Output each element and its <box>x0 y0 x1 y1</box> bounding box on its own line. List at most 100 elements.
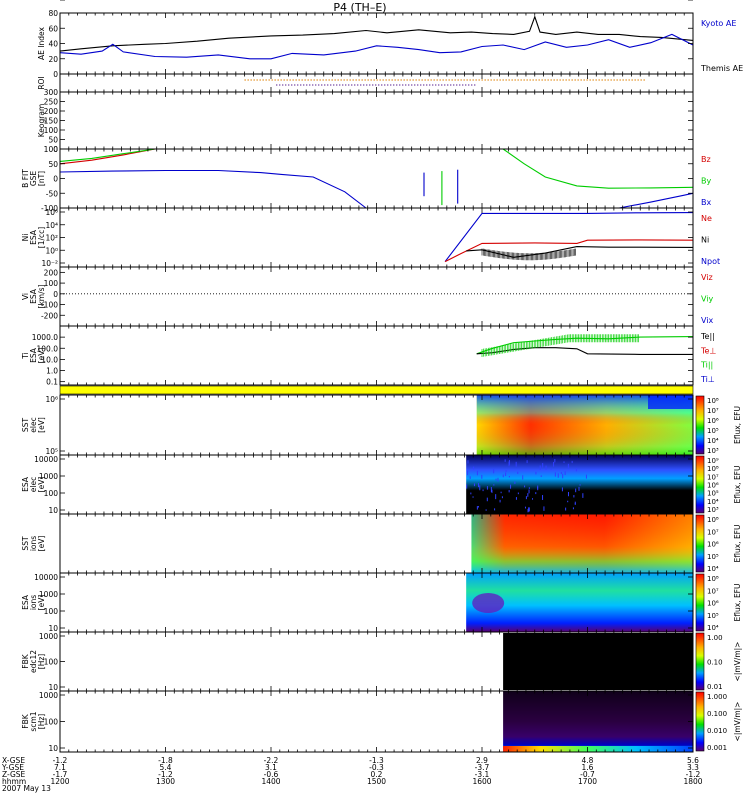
esa-i-colorbar-tick: 10⁷ <box>707 587 719 595</box>
esa-e-speckle <box>473 467 474 470</box>
panel-roi: ROI <box>37 74 693 92</box>
esa-e-speckle <box>514 481 515 483</box>
bfit-ytick-label: 0 <box>53 175 58 184</box>
vi-ytick-label: -100 <box>41 301 58 310</box>
footer-date: 2007 May 13 <box>2 784 51 793</box>
esa-e-speckle <box>470 493 471 495</box>
ae-ytick-label: 60 <box>48 24 58 33</box>
ti-ytick-label: 1000.0 <box>32 333 58 342</box>
sst-i-colorbar-label: Eflux, EFU <box>733 525 742 563</box>
esa-i-colorbar-tick: 10⁶ <box>707 600 719 608</box>
esa-e-speckle <box>494 508 495 510</box>
bfit-series-1 <box>60 149 155 161</box>
esa-e-speckle <box>568 492 569 496</box>
esa-e-colorbar-tick: 10⁶ <box>707 482 719 490</box>
fbk-e-ytick-label: 1000 <box>39 632 58 641</box>
esa-e-speckle <box>542 495 543 500</box>
esa-e-speckle <box>562 487 563 491</box>
vi-frame <box>60 267 693 326</box>
esa-e-speckle <box>575 489 576 493</box>
esa-e-ytick-label: 100 <box>44 489 59 498</box>
esa-e-speckle <box>466 485 467 489</box>
esa-e-speckle <box>496 479 497 481</box>
fbk-e-spectrogram <box>503 633 693 690</box>
panel-keogram: Keogram050100150200250300 <box>37 88 693 154</box>
fbk-b-spectrogram-low <box>503 746 693 752</box>
sst-e-colorbar <box>696 396 704 454</box>
ni-legend-1: Ni <box>701 236 709 245</box>
esa-e-speckle <box>537 487 538 489</box>
ni-series-2 <box>466 247 693 258</box>
esa-i-colorbar-tick: 10⁸ <box>707 575 719 583</box>
esa-e-speckle <box>493 484 494 485</box>
esa-e-speckle <box>565 471 566 475</box>
bfit-ylabel-2: [nT] <box>37 171 46 186</box>
esa-e-speckle <box>518 492 519 494</box>
ni-frame <box>60 208 693 267</box>
sst-e-spectrogram-cap <box>648 395 693 409</box>
bfit-ytick-label: 50 <box>48 160 58 169</box>
fbk-b-spectrogram <box>503 691 693 752</box>
fbk-b-colorbar-tick: 0.010 <box>707 727 727 735</box>
fbk-b-colorbar-tick: 0.100 <box>707 710 727 718</box>
sst-e-ylabel-2: [eV] <box>37 417 46 433</box>
fbk-b-ytick-label: 10 <box>48 744 58 753</box>
keogram-ytick-label: 250 <box>44 98 59 107</box>
esa-e-colorbar-tick: 10⁸ <box>707 465 719 473</box>
esa-e-speckle <box>497 478 498 482</box>
footer-cell: 1700 <box>578 777 597 786</box>
vi-legend-1: Viy <box>701 295 714 304</box>
ni-ytick-label: 10⁶ <box>45 208 58 217</box>
ae-legend-0: Kyoto AE <box>701 19 736 28</box>
esa-e-speckle <box>565 508 566 511</box>
fbk-b-ytick-label: 100 <box>44 718 59 727</box>
plot-title: P4 (TH–E) <box>333 1 386 14</box>
esa-e-colorbar-tick: 10⁴ <box>707 498 719 506</box>
ae-ytick-label: 80 <box>48 9 58 18</box>
bfit-legend-1: By <box>701 177 711 186</box>
bfit-series-3 <box>619 193 693 208</box>
esa-e-speckle <box>561 472 562 474</box>
esa-e-speckle <box>467 460 468 463</box>
esa-e-speckle <box>502 496 503 498</box>
bfit-series-2 <box>60 171 366 209</box>
ae-ytick-label: 0 <box>53 70 58 79</box>
ti-ytick-label: 1.0 <box>46 367 58 376</box>
esa-e-speckle <box>470 476 471 479</box>
esa-e-speckle <box>527 460 528 463</box>
keogram-frame <box>60 92 693 149</box>
panel-fbk-b: 1.0000.1000.0100.001<|mV/m|>FBK scm1 [Hz]1… <box>21 691 742 753</box>
esa-e-speckle <box>575 502 576 505</box>
fbk-b-colorbar <box>696 692 704 751</box>
fbk-b-colorbar-tick: 1.000 <box>707 693 727 701</box>
esa-e-speckle <box>568 464 569 469</box>
esa-e-speckle <box>555 472 556 476</box>
esa-e-speckle <box>586 475 587 479</box>
sst-e-colorbar-tick: 10⁴ <box>707 437 719 445</box>
panel-fbk-e: 1.00 0.10 0.01 <|mV/m|> FBK edc12 [Hz] 10 100 100… <box>21 632 742 692</box>
fbk-e-colorbar <box>696 633 704 690</box>
esa-e-speckle <box>516 497 517 500</box>
bfit-ytick-label: -50 <box>46 189 58 198</box>
fbk-b-ytick-label: 1000 <box>39 691 58 700</box>
esa-e-speckle <box>487 498 488 502</box>
ti-ytick-label: 0.1 <box>46 378 58 387</box>
esa-e-speckle <box>493 469 494 473</box>
esa-e-speckle <box>572 461 573 463</box>
panel-bfit: B FIT GSE [nT]-100-50050100BzByBx <box>21 145 711 213</box>
esa-i-colorbar-tick: 10⁴ <box>707 624 719 632</box>
ni-legend-0: Ne <box>701 214 712 223</box>
panel-ti: Ti ESA [eV]0.11.010.0100.01000.0 Te||Te⊥Ti|… <box>21 326 716 387</box>
esa-e-speckle <box>527 493 528 497</box>
panel-esa-i: 10⁸ 10⁷ 10⁶ 10⁵ 10⁴ Eflux, EFU ESA ions [eV] 10 10… <box>21 573 742 633</box>
esa-e-speckle <box>535 472 536 475</box>
esa-e-colorbar-tick: 10³ <box>707 506 719 514</box>
sst-i-colorbar-tick: 10⁸ <box>707 516 719 524</box>
esa-e-speckle <box>509 476 510 477</box>
esa-e-speckle <box>478 483 479 487</box>
sst-i-colorbar-tick: 10⁷ <box>707 528 719 536</box>
panel-strip <box>60 386 693 394</box>
vi-legend-0: Viz <box>701 273 713 282</box>
sst-e-colorbar-tick: 10³ <box>707 447 719 455</box>
footer-cell: 1400 <box>261 777 280 786</box>
